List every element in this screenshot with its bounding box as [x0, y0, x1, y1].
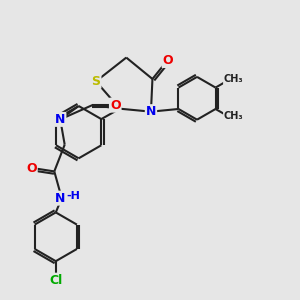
Text: O: O — [26, 162, 37, 175]
Text: N: N — [146, 105, 156, 118]
Text: Cl: Cl — [49, 274, 62, 287]
Text: S: S — [92, 75, 100, 88]
Text: O: O — [110, 99, 121, 112]
Text: CH₃: CH₃ — [224, 74, 244, 84]
Text: -H: -H — [66, 191, 80, 201]
Text: N: N — [55, 192, 65, 205]
Text: CH₃: CH₃ — [224, 111, 244, 121]
Text: N: N — [55, 113, 65, 126]
Text: O: O — [163, 54, 173, 67]
